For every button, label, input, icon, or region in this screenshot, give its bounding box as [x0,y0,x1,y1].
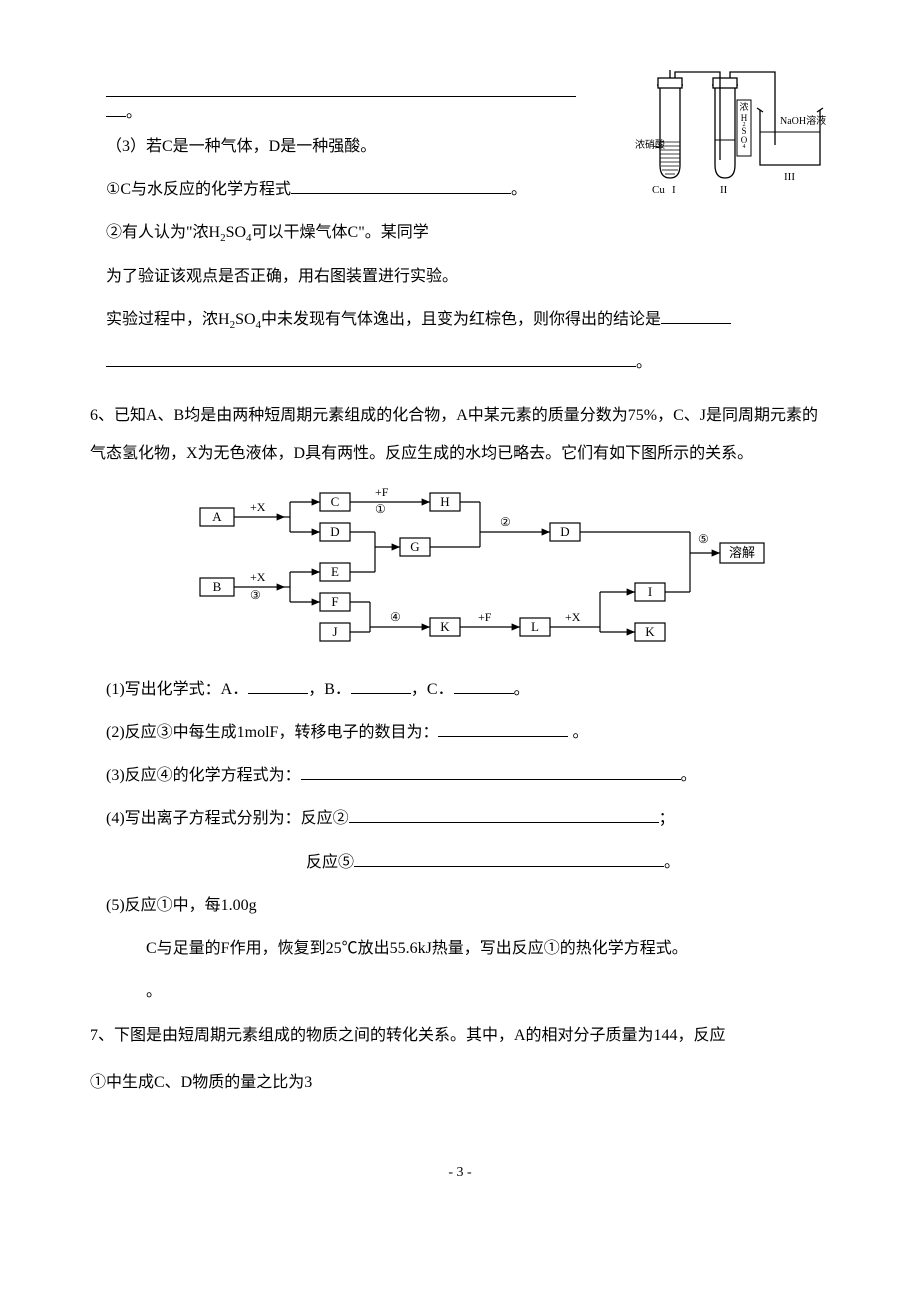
page-number: - 3 - [90,1162,830,1184]
svg-text:+F: +F [478,610,492,624]
svg-text:+X: +X [565,610,581,624]
label-naoh: NaOH溶液 [780,114,826,127]
q6-p4b-end: 。 [664,854,680,871]
svg-text:⑤: ⑤ [698,532,709,546]
svg-text:4: 4 [743,144,746,150]
svg-text:H: H [440,494,449,509]
svg-text:L: L [531,619,539,634]
label-tube-3: III [784,171,795,183]
svg-text:B: B [213,579,222,594]
svg-text:+X: +X [250,500,266,514]
q6-p3-end: 。 [681,767,697,784]
q6-p1: (1)写出化学式：A． ，B． ，C． 。 [106,672,830,707]
q6-p4: (4)写出离子方程式分别为：反应② ； [106,801,830,836]
so-text-b: SO [235,311,255,328]
q7-line1: 7、下图是由短周期元素组成的物质之间的转化关系。其中，A的相对分子质量为144，… [90,1017,830,1055]
q5-sub2-line1a: ②有人认为"浓H [106,224,220,241]
apparatus-svg: 浓 H 2 S O 4 浓硝酸 Cu I II NaOH溶液 III [620,70,830,220]
q6-p1-end: 。 [514,681,530,698]
q5-sub3-b: 中未发现有气体逸出，且变为红棕色，则你得出的结论是 [261,311,661,328]
label-nitric-acid: 浓硝酸 [635,138,665,151]
q6-p4-end: ； [659,810,675,827]
label-tube-1: I [672,184,676,196]
q6-p5: (5)反应①中，每1.00g [106,888,830,923]
q6-p2: (2)反应③中每生成1molF，转移电子的数目为： 。 [106,715,830,750]
flowchart-svg: A B C D E F J H G K [190,483,790,653]
svg-text:K: K [645,624,655,639]
q6-p1-a: (1)写出化学式：A． [106,681,248,698]
svg-text:I: I [648,584,652,599]
svg-text:浓: 浓 [739,102,748,112]
q5-sub3-a: 实验过程中，浓H [106,311,230,328]
svg-text:C: C [331,494,340,509]
svg-text:D: D [330,524,339,539]
q6-p3: (3)反应④的化学方程式为： 。 [106,758,830,793]
svg-text:③: ③ [250,588,261,602]
svg-text:+F: +F [375,485,389,499]
q6-p4b-label: 反应⑤ [306,854,354,871]
q5-sub3: 实验过程中，浓H2SO4中未发现有气体逸出，且变为红棕色，则你得出的结论是 [106,302,830,337]
q6-intro: 6、已知A、B均是由两种短周期元素组成的化合物，A中某元素的质量分数为75%，C… [90,397,830,474]
q6-p5-line2: C与足量的F作用，恢复到25℃放出55.6kJ热量，写出反应①的热化学方程式。 [106,931,830,966]
q7-line2: ①中生成C、D物质的量之比为3 [90,1064,830,1102]
q6-p1-c: ，C． [411,681,454,698]
svg-text:E: E [331,564,339,579]
label-tube-2: II [720,184,728,196]
q5-sub1-text: ①C与水反应的化学方程式 [106,181,291,198]
q6-p2-end: 。 [568,724,588,741]
q5-sub3-blank: 。 [106,345,830,380]
svg-text:D: D [560,524,569,539]
svg-text:④: ④ [390,610,401,624]
svg-text:①: ① [375,502,386,516]
apparatus-figure: 浓 H 2 S O 4 浓硝酸 Cu I II NaOH溶液 III [620,70,830,229]
q6-flowchart: A B C D E F J H G K [190,483,790,662]
q5-sub2-line1b: 可以干燥气体C"。某同学 [252,224,429,241]
q6-p2-text: (2)反应③中每生成1molF，转移电子的数目为： [106,724,438,741]
q6-p4b: 反应⑤ 。 [106,845,830,880]
svg-text:K: K [440,619,450,634]
so-text: SO [226,224,246,241]
svg-text:+X: +X [250,570,266,584]
q6-p3-text: (3)反应④的化学方程式为： [106,767,301,784]
svg-text:②: ② [500,515,511,529]
svg-text:溶解: 溶解 [729,545,755,560]
q6-p4-text: (4)写出离子方程式分别为：反应② [106,810,349,827]
svg-text:G: G [410,539,419,554]
q6-p5-end: 。 [106,974,830,1009]
label-cu: Cu [652,184,665,196]
svg-text:A: A [212,509,222,524]
svg-text:J: J [332,624,337,639]
q5-sub2-line2: 为了验证该观点是否正确，用右图装置进行实验。 [106,259,830,294]
q6-p1-b: ，B． [308,681,351,698]
svg-text:F: F [331,594,338,609]
